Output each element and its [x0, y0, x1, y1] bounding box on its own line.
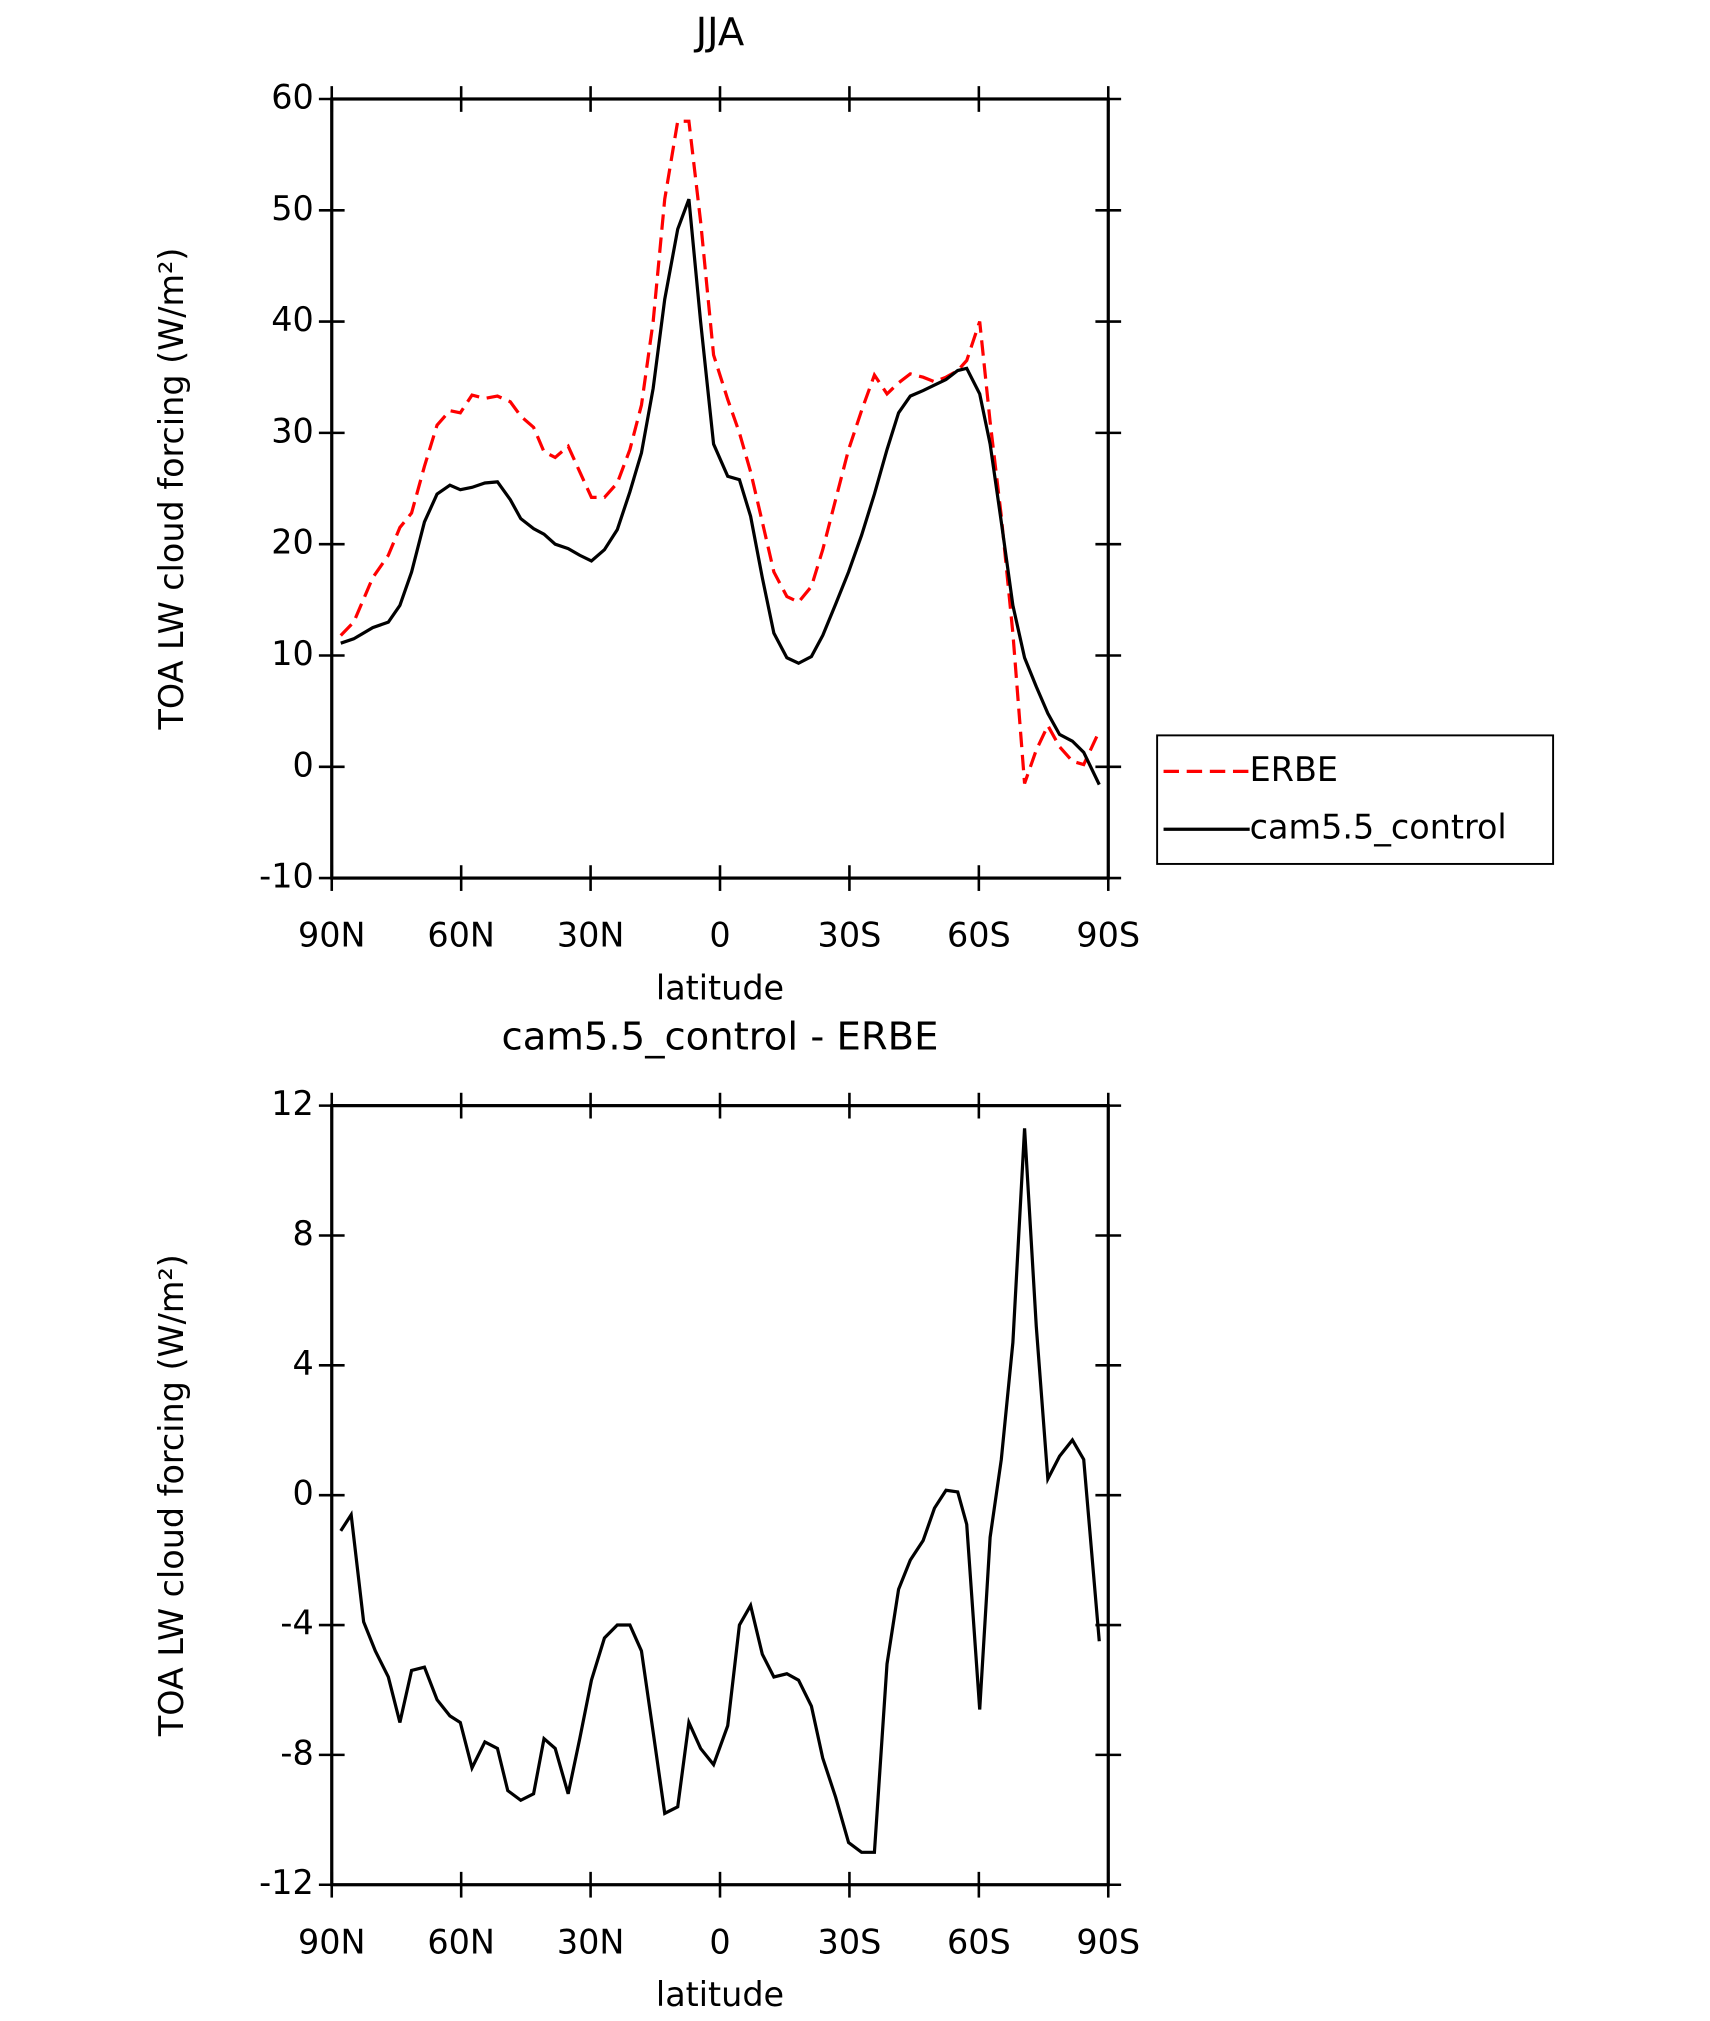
y-tick-label: 0: [292, 745, 313, 784]
x-tick-label: 0: [709, 916, 730, 955]
x-tick-label: 60S: [947, 1922, 1011, 1961]
x-tick-label: 90S: [1076, 916, 1140, 955]
y-tick-label: 60: [271, 77, 314, 116]
x-tick-label: 60N: [427, 1922, 495, 1961]
x-tick-label: 90S: [1076, 1922, 1140, 1961]
y-tick-label: 40: [271, 300, 314, 339]
x-tick-label: 90N: [298, 916, 366, 955]
y-tick-label: 0: [292, 1474, 313, 1513]
y-tick-label: -12: [259, 1863, 314, 1902]
chart-title: cam5.5_control - ERBE: [502, 1014, 939, 1059]
plot-frame: [330, 1104, 1110, 1887]
y-tick-label: 50: [271, 189, 314, 228]
legend-box: [1156, 734, 1555, 865]
x-axis-label: latitude: [656, 1975, 784, 2014]
x-tick-label: 60S: [947, 916, 1011, 955]
x-tick-label: 90N: [298, 1922, 366, 1961]
y-tick-label: 4: [292, 1344, 313, 1383]
legend-label: cam5.5_control: [1250, 808, 1507, 847]
y-tick-label: 8: [292, 1214, 313, 1253]
x-tick-label: 30S: [818, 1922, 882, 1961]
y-tick-label: -8: [280, 1733, 313, 1772]
data-line: [339, 1128, 1101, 1854]
y-tick-label: 30: [271, 411, 314, 450]
y-axis-label: TOA LW cloud forcing (W/m²): [152, 248, 191, 731]
y-tick-label: -4: [280, 1604, 313, 1643]
y-axis-label: TOA LW cloud forcing (W/m²): [152, 1254, 191, 1737]
y-tick-label: 12: [271, 1084, 314, 1123]
x-tick-label: 30S: [818, 916, 882, 955]
legend-label: ERBE: [1250, 750, 1338, 789]
x-tick-label: 0: [709, 1922, 730, 1961]
x-tick-label: 30N: [557, 1922, 625, 1961]
x-tick-label: 30N: [557, 916, 625, 955]
y-tick-label: 10: [271, 634, 314, 673]
data-line: [339, 119, 1101, 784]
x-tick-label: 60N: [427, 916, 495, 955]
y-tick-label: -10: [259, 857, 314, 896]
data-line: [340, 198, 1101, 786]
plot-frame: [330, 97, 1110, 880]
x-axis-label: latitude: [656, 968, 784, 1007]
chart-title: JJA: [694, 10, 745, 55]
y-tick-label: 20: [271, 523, 314, 562]
